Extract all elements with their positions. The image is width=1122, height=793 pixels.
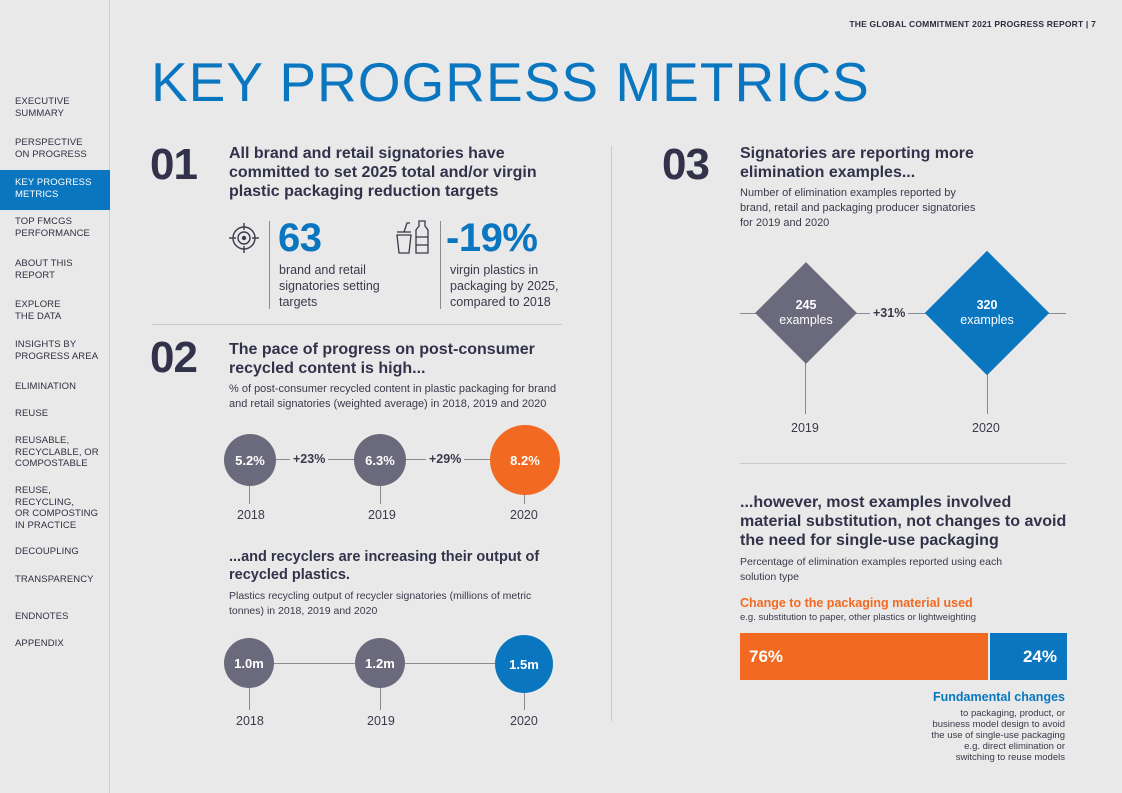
report-reference: THE GLOBAL COMMITMENT 2021 PROGRESS REPO… (849, 19, 1096, 29)
section01-separator (152, 324, 562, 325)
recycled-content-2020: 8.2% (490, 425, 560, 495)
examples-2019-label: 245 examples (766, 298, 846, 328)
sidebar-item-endnotes[interactable]: ENDNOTES (15, 611, 69, 622)
year-label-2018: 2018 (237, 508, 265, 522)
sidebar-item-decoupling[interactable]: DECOUPLING (15, 546, 79, 557)
section-number-01: 01 (150, 140, 198, 189)
recyclers-subtitle: Plastics recycling output of recycler si… (229, 590, 532, 617)
page-title: KEY PROGRESS METRICS (151, 51, 870, 113)
sidebar-item-perspective[interactable]: PERSPECTIVE ON PROGRESS (15, 137, 87, 160)
however-heading: ...however, most examples involved mater… (740, 494, 1067, 549)
stat1-divider (269, 221, 270, 309)
sidebar-item-reusable-recyclable[interactable]: REUSABLE, RECYCLABLE, OR COMPOSTABLE (15, 435, 99, 469)
sidebar-item-top-fmcgs[interactable]: TOP FMCGS PERFORMANCE (15, 216, 90, 239)
fundamental-change-bar: 24% (990, 633, 1067, 680)
output-year-2018: 2018 (236, 714, 264, 728)
output-stem-2018 (249, 688, 250, 710)
section02-subtitle: % of post-consumer recycled content in p… (229, 383, 557, 410)
sidebar-item-key-progress-metrics[interactable]: KEY PROGRESS METRICS (0, 170, 110, 210)
fundamental-change-label: Fundamental changes (933, 690, 1065, 704)
recyclers-heading: ...and recyclers are increasing their ou… (229, 549, 540, 583)
recycled-content-2019: 6.3% (354, 434, 406, 486)
examples-year-2019: 2019 (791, 421, 819, 435)
column-divider (611, 146, 612, 721)
sidebar-item-explore-data[interactable]: EXPLORE THE DATA (15, 299, 62, 322)
examples-2020-label: 320 examples (947, 298, 1027, 328)
output-year-2020: 2020 (510, 714, 538, 728)
plastic-bottle-icon (394, 219, 432, 255)
recycling-output-2020: 1.5m (495, 635, 553, 693)
sidebar-item-executive-summary[interactable]: EXECUTIVE SUMMARY (15, 96, 70, 119)
examples-growth: +31% (870, 306, 909, 320)
examples-2019-value: 245 (795, 298, 817, 312)
material-change-bar: 76% (740, 633, 988, 680)
examples-2020-unit: examples (960, 313, 1014, 327)
material-change-label: Change to the packaging material used (740, 596, 973, 610)
section01-heading: All brand and retail signatories have co… (229, 145, 537, 200)
material-change-note: e.g. substitution to paper, other plasti… (740, 612, 977, 623)
recycling-output-2019: 1.2m (355, 638, 405, 688)
section03-heading: Signatories are reporting more eliminati… (740, 145, 974, 181)
stat1-value: 63 (278, 216, 322, 260)
stat2-value: -19% (446, 216, 538, 260)
output-year-2019: 2019 (367, 714, 395, 728)
section03-subtitle: Number of elimination examples reported … (740, 187, 976, 229)
recycled-content-2018: 5.2% (224, 434, 276, 486)
sidebar-item-insights[interactable]: INSIGHTS BY PROGRESS AREA (15, 339, 99, 362)
examples-stem-2020 (987, 374, 988, 414)
however-subtitle: Percentage of elimination examples repor… (740, 556, 1003, 583)
section-number-02: 02 (150, 333, 198, 382)
stat1-description: brand and retail signatories setting tar… (279, 263, 380, 309)
section02-heading: The pace of progress on post-consumer re… (229, 341, 535, 377)
growth-2019: +23% (290, 452, 329, 466)
examples-2020-value: 320 (976, 298, 998, 312)
sidebar-item-appendix[interactable]: APPENDIX (15, 638, 64, 649)
stem-2019 (380, 484, 381, 504)
examples-year-2020: 2020 (972, 421, 1000, 435)
year-label-2020: 2020 (510, 508, 538, 522)
year-label-2019: 2019 (368, 508, 396, 522)
sidebar-item-elimination[interactable]: ELIMINATION (15, 381, 77, 392)
target-icon (228, 222, 260, 254)
sidebar-item-reuse[interactable]: REUSE (15, 408, 49, 419)
examples-stem-2019 (805, 356, 806, 414)
sidebar-nav: EXECUTIVE SUMMARY PERSPECTIVE ON PROGRES… (0, 0, 110, 793)
output-stem-2020 (524, 692, 525, 710)
sidebar-item-reuse-recycling[interactable]: REUSE, RECYCLING, OR COMPOSTING IN PRACT… (15, 485, 99, 531)
sidebar-item-transparency[interactable]: TRANSPARENCY (15, 574, 94, 585)
growth-2020: +29% (426, 452, 465, 466)
recycling-output-2018: 1.0m (224, 638, 274, 688)
section03-separator (740, 463, 1066, 464)
sidebar-item-about-report[interactable]: ABOUT THIS REPORT (15, 258, 73, 281)
stem-2018 (249, 484, 250, 504)
examples-2019-unit: examples (779, 313, 833, 327)
output-stem-2019 (380, 688, 381, 710)
fundamental-change-note: to packaging, product, or business model… (931, 708, 1065, 763)
stat2-divider (440, 221, 441, 309)
section-number-03: 03 (662, 140, 710, 189)
stat2-description: virgin plastics in packaging by 2025, co… (450, 263, 559, 309)
